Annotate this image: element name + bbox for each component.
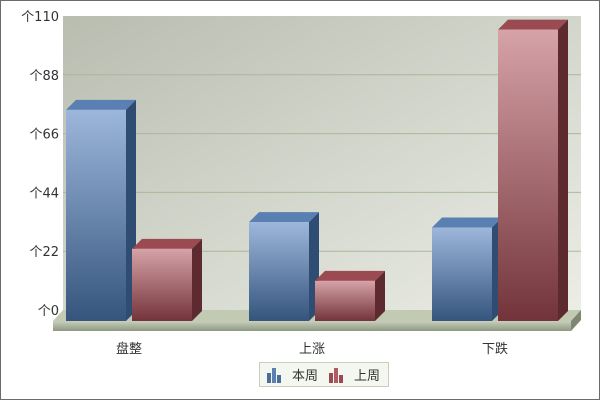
- bar-side-face: [375, 270, 385, 321]
- bar-top-face: [249, 212, 319, 223]
- y-tick-label: 个0: [38, 304, 59, 319]
- x-tick-label: 盘整: [116, 341, 142, 357]
- bar-top-face: [132, 238, 202, 249]
- bar-front-face: [249, 222, 309, 321]
- bar-front-face: [66, 109, 126, 321]
- bar: [315, 270, 385, 321]
- floor-front: [53, 321, 571, 331]
- legend-label: 本周: [292, 369, 319, 384]
- bar-top-face: [432, 217, 502, 228]
- bar: [132, 238, 202, 321]
- bar-front-face: [498, 29, 558, 321]
- bar-front-face: [132, 248, 192, 321]
- y-tick-label: 个88: [29, 69, 59, 84]
- bar-front-face: [432, 227, 492, 321]
- bar: [249, 212, 319, 321]
- bar: [498, 19, 568, 321]
- bar-front-face: [315, 280, 375, 321]
- bar-chart-icon: [329, 367, 344, 383]
- y-tick-label: 个110: [21, 10, 59, 25]
- bar: [66, 99, 136, 321]
- legend-item-this-week[interactable]: 本周: [266, 365, 318, 384]
- floor-side: [571, 310, 581, 331]
- x-tick-label: 上涨: [299, 342, 325, 357]
- y-tick-label: 个44: [29, 186, 59, 201]
- bar-top-face: [498, 19, 568, 30]
- x-tick-label: 下跌: [482, 341, 508, 357]
- legend-item-last-week[interactable]: 上周: [328, 365, 380, 384]
- y-tick-label: 个66: [29, 128, 59, 143]
- bar: [432, 217, 502, 321]
- legend-label: 上周: [354, 369, 381, 384]
- bar-chart-icon: [267, 367, 281, 383]
- bar-top-face: [315, 270, 385, 281]
- legend: 本周 上周: [259, 362, 389, 387]
- y-tick-label: 个22: [29, 245, 59, 260]
- bar-side-face: [558, 19, 568, 321]
- bar-side-face: [192, 238, 202, 321]
- bar-top-face: [66, 99, 136, 110]
